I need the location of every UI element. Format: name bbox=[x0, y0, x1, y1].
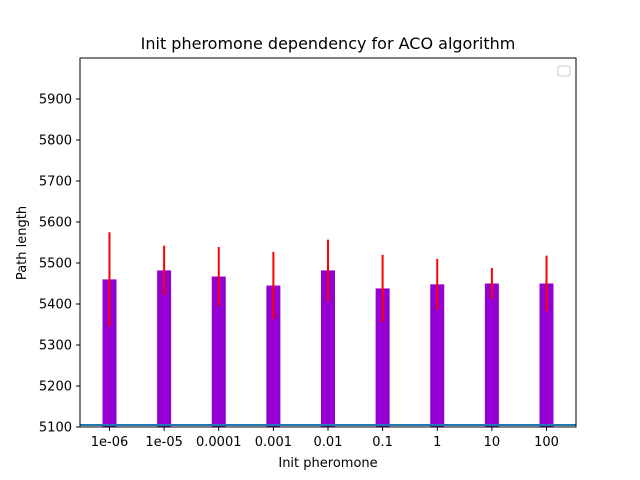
x-axis-label: Init pheromone bbox=[278, 456, 377, 471]
bar bbox=[430, 284, 445, 427]
y-tick-label: 5300 bbox=[39, 339, 72, 354]
bar bbox=[375, 288, 390, 427]
y-tick-label: 5700 bbox=[39, 175, 72, 190]
plot-area: 5100 5200 5300 5400 5500 5600 5700 5800 5900 1e-0… bbox=[39, 57, 577, 450]
bar bbox=[539, 283, 554, 427]
x-tick-label: 0.1 bbox=[372, 435, 393, 450]
y-tick-label: 5800 bbox=[39, 134, 72, 149]
x-tick-label: 0.0001 bbox=[196, 435, 242, 450]
x-tick-label: 1e-05 bbox=[145, 435, 183, 450]
x-tick-label: 1e-06 bbox=[91, 435, 129, 450]
y-axis-label: Path length bbox=[15, 206, 30, 280]
x-tick-label: 0.001 bbox=[255, 435, 292, 450]
bar bbox=[321, 270, 335, 427]
bar bbox=[157, 270, 172, 427]
y-tick-label: 5100 bbox=[39, 421, 72, 436]
bar bbox=[266, 285, 281, 427]
y-tick-label: 5900 bbox=[39, 93, 72, 108]
x-tick-label: 100 bbox=[534, 435, 559, 450]
legend-box bbox=[557, 65, 571, 77]
bar bbox=[211, 276, 226, 427]
y-tick-label: 5400 bbox=[39, 298, 72, 313]
chart-title: Init pheromone dependency for ACO algori… bbox=[141, 34, 516, 53]
x-tick-label: 10 bbox=[484, 435, 501, 450]
y-tick-label: 5200 bbox=[39, 380, 72, 395]
x-tick-label: 0.01 bbox=[314, 435, 343, 450]
x-tick-label: 1 bbox=[433, 435, 441, 450]
bar bbox=[102, 279, 117, 427]
y-tick-label: 5600 bbox=[39, 216, 72, 231]
bar bbox=[484, 283, 499, 427]
y-tick-label: 5500 bbox=[39, 257, 72, 272]
